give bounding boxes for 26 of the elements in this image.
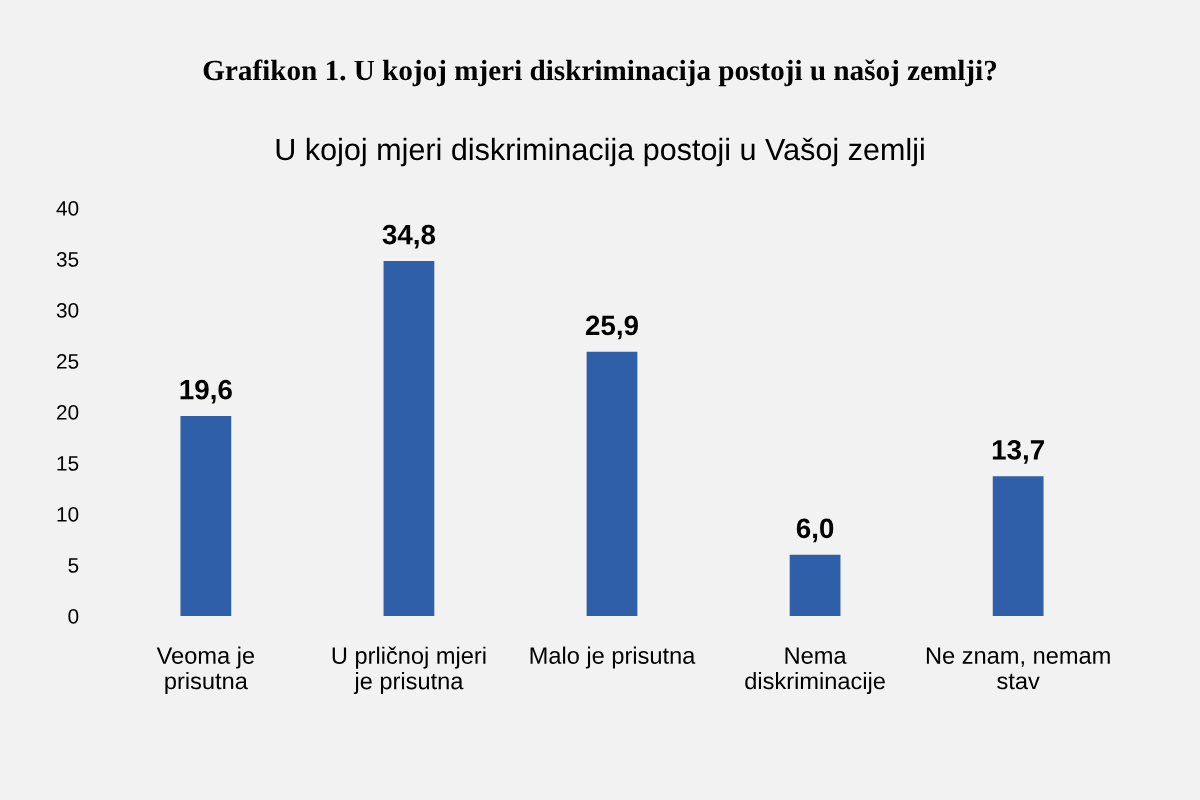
bar xyxy=(586,351,638,616)
chart-subtitle: U kojoj mjeri diskriminacija postoji u Vašoj zemlji xyxy=(276,137,924,167)
y-tick-label: 25 xyxy=(57,354,79,369)
y-tick-label: 0 xyxy=(68,609,79,624)
x-tick-label: Veoma je prisutna xyxy=(156,646,255,694)
chart-title: Grafikon 1. U kojoj mjeri diskriminacija postoji u našoj zemlji? xyxy=(203,59,997,87)
data-label: 19,6 xyxy=(180,379,232,404)
x-tick-label: U prličnoj mjeri je prisutna xyxy=(332,646,486,695)
bar xyxy=(383,261,435,616)
y-tick-label: 5 xyxy=(68,558,79,573)
data-label: 25,9 xyxy=(585,315,638,340)
y-tick-label: 40 xyxy=(56,201,79,216)
y-tick-label: 15 xyxy=(57,456,79,471)
bar xyxy=(180,416,232,616)
bar xyxy=(789,554,841,616)
x-tick-label: Malo je prisutna xyxy=(530,646,696,669)
y-tick-label: 35 xyxy=(56,252,79,267)
x-tick-label: Ne znam, nemam stav xyxy=(926,647,1110,690)
y-tick-label: 20 xyxy=(57,405,79,420)
data-label: 6,0 xyxy=(796,518,834,543)
bar xyxy=(992,476,1044,616)
data-label: 34,8 xyxy=(382,224,436,249)
y-tick-label: 30 xyxy=(56,303,79,318)
data-label: 13,7 xyxy=(992,439,1044,464)
x-tick-label: Nema diskriminacije xyxy=(745,647,885,694)
y-tick-label: 10 xyxy=(57,507,79,522)
